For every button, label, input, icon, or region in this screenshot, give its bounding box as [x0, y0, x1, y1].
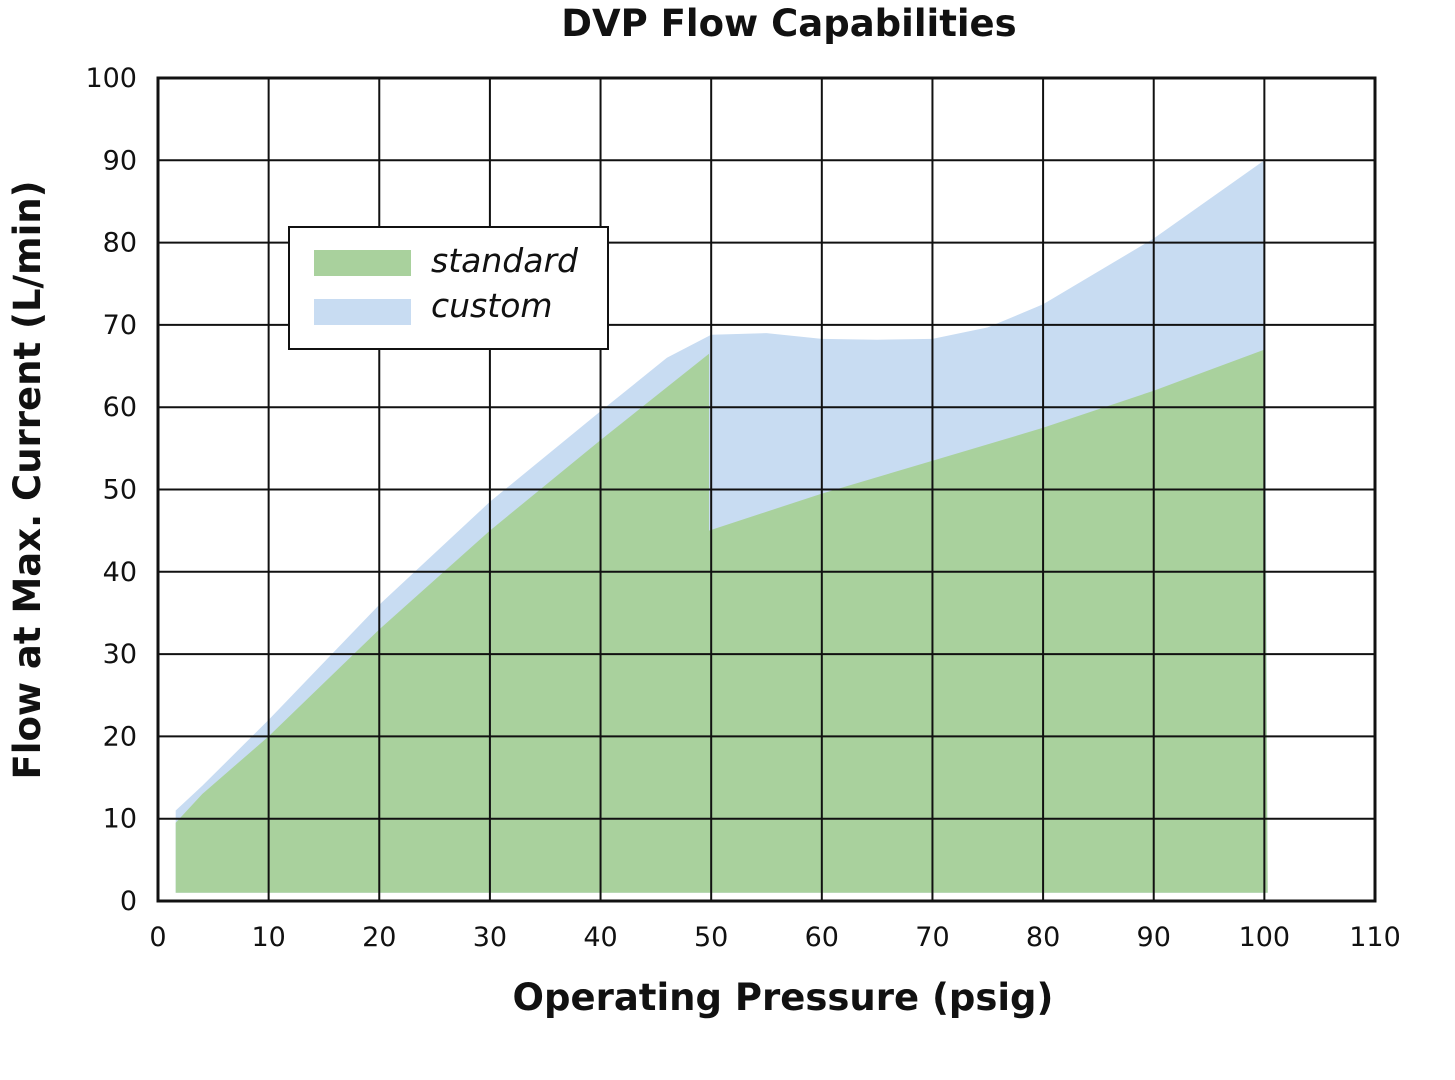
x-tick-label: 80: [1026, 922, 1060, 953]
plot-areas: [175, 160, 1268, 893]
y-tick-label: 90: [103, 145, 137, 176]
legend-box: [288, 226, 609, 350]
x-tick-label: 110: [1349, 922, 1401, 953]
y-tick-label: 100: [85, 63, 137, 94]
x-tick-label: 60: [805, 922, 839, 953]
y-tick-label: 60: [103, 392, 137, 423]
x-tick-label: 0: [149, 922, 166, 953]
legend-swatch-custom: [314, 299, 411, 325]
x-axis-label: Operating Pressure (psig): [513, 976, 1054, 1019]
gridlines: [158, 78, 1375, 901]
x-tick-labels: 0 10 20 30 40 50 60 70 80 90 100 110: [149, 922, 1400, 953]
y-tick-labels: 0 10 20 30 40 50 60 70 80 90 100: [85, 63, 137, 917]
x-tick-label: 50: [694, 922, 728, 953]
x-tick-label: 40: [583, 922, 617, 953]
y-tick-label: 0: [120, 886, 137, 917]
x-tick-label: 30: [473, 922, 507, 953]
y-tick-label: 10: [103, 804, 137, 835]
plot-frame: [156, 76, 1377, 903]
x-tick-label: 90: [1137, 922, 1171, 953]
area-standard: [175, 349, 1268, 893]
y-tick-label: 50: [103, 475, 137, 506]
y-tick-label: 70: [103, 310, 137, 341]
y-tick-label: 30: [103, 639, 137, 670]
x-tick-label: 10: [251, 922, 285, 953]
y-axis-label: Flow at Max. Current (L/min): [6, 180, 49, 779]
legend-swatch-standard: [314, 250, 411, 276]
y-tick-label: 20: [103, 721, 137, 752]
legend-label-custom: custom: [431, 286, 553, 325]
chart-title: DVP Flow Capabilities: [561, 2, 1016, 45]
legend: standard custom: [288, 226, 609, 350]
legend-label-standard: standard: [431, 241, 579, 280]
x-tick-label: 100: [1239, 922, 1291, 953]
y-tick-label: 40: [103, 557, 137, 588]
y-tick-label: 80: [103, 228, 137, 259]
x-tick-label: 70: [915, 922, 949, 953]
x-tick-label: 20: [362, 922, 396, 953]
